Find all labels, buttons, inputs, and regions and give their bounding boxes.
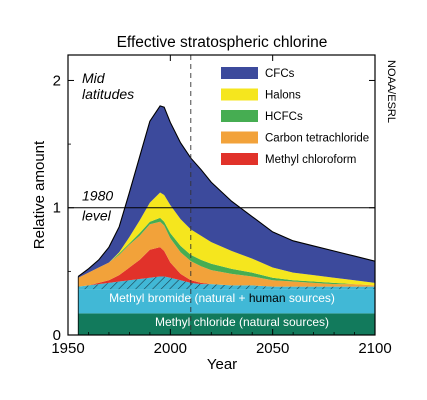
methyl-chloride-label: Methyl chloride (natural sources) <box>155 315 329 329</box>
legend-swatch-0 <box>221 67 258 79</box>
reference-level-label-line-2: level <box>82 208 112 224</box>
legend-swatch-3 <box>221 131 258 144</box>
y-tick-label-1: 1 <box>53 200 61 217</box>
methyl-bromide-label-part-3: sources) <box>286 291 335 305</box>
y-tick-label-2: 2 <box>53 72 61 89</box>
total-outline <box>77 105 375 277</box>
area-3 <box>78 247 375 287</box>
x-axis-title: Year <box>207 356 237 373</box>
legend-label-4: Methyl chloroform <box>265 154 356 166</box>
legend-label-3: Carbon tetrachloride <box>265 133 369 145</box>
methyl-bromide-label-human: human <box>249 291 286 305</box>
reference-level-label-line-1: 1980 <box>82 188 113 204</box>
plot-frame <box>67 54 376 336</box>
stacked-areas <box>77 105 375 335</box>
area-4 <box>78 221 375 287</box>
legend-label-1: Halons <box>265 90 301 102</box>
area-7 <box>78 105 375 283</box>
y-axis-title: Relative amount <box>31 140 48 249</box>
y-tick-label-0: 0 <box>53 327 61 344</box>
area-2 <box>78 276 375 290</box>
x-tick-label-0: 1950 <box>51 340 84 357</box>
legend: CFCs Halons HCFCs Carbon tetrachloride Methy… <box>221 67 369 166</box>
area-1 <box>78 289 375 314</box>
methyl-bromide-label: Methyl bromide (natural + human sources) <box>109 291 335 305</box>
area-0 <box>78 313 375 335</box>
credit-label: NOAA/ESRL <box>385 60 397 123</box>
area-6 <box>78 192 375 286</box>
methyl-bromide-label-part-1: Methyl bromide (natural + <box>109 291 249 305</box>
area-5 <box>78 217 375 286</box>
x-tick-label-2: 2050 <box>256 340 289 357</box>
legend-label-0: CFCs <box>265 68 295 80</box>
chart-title: Effective stratospheric chlorine <box>117 34 328 51</box>
legend-swatch-1 <box>221 88 258 101</box>
legend-swatch-4 <box>221 153 258 165</box>
legend-swatch-2 <box>221 110 258 122</box>
legend-label-2: HCFCs <box>265 111 303 123</box>
x-tick-label-3: 2100 <box>358 340 391 357</box>
region-label-line-1: Mid <box>82 70 106 86</box>
x-tick-label-1: 2000 <box>154 340 187 357</box>
region-label-line-2: latitudes <box>82 86 134 102</box>
axes: 1950 2000 2050 2100 0 1 2 <box>51 54 392 357</box>
